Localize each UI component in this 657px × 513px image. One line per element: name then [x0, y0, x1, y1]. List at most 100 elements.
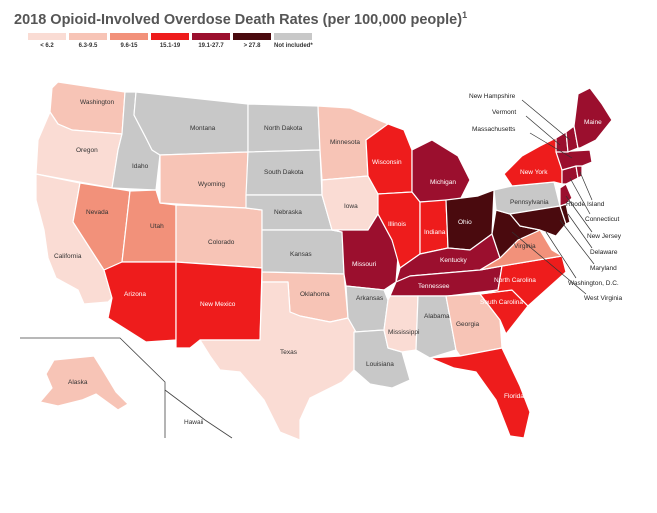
legend-item: > 27.8: [233, 33, 271, 49]
callout-leader-west-virginia: [511, 231, 587, 295]
callout-label-new-hampshire: New Hampshire: [469, 93, 516, 100]
legend-swatch: [110, 33, 148, 40]
page-title: 2018 Opioid-Involved Overdose Death Rate…: [14, 10, 468, 28]
state-label-new-york: New York: [520, 169, 548, 176]
state-label-north-carolina: North Carolina: [494, 277, 536, 284]
legend-item: 9.6-15: [110, 33, 148, 49]
legend-label: 19.1-27.7: [198, 43, 224, 49]
state-label-florida: Florida: [504, 393, 524, 400]
state-label-alaska: Alaska: [68, 379, 88, 386]
alaska-inset-border: [20, 337, 166, 438]
state-label-wisconsin: Wisconsin: [372, 159, 402, 166]
callout-label-connecticut: Connecticut: [585, 216, 620, 223]
state-label-indiana: Indiana: [424, 229, 446, 236]
state-label-ohio: Ohio: [458, 219, 472, 226]
state-indiana: [419, 199, 449, 255]
state-label-nebraska: Nebraska: [274, 209, 302, 216]
callout-label-maryland: Maryland: [590, 265, 617, 272]
state-wyoming: [159, 151, 249, 209]
state-label-missouri: Missouri: [352, 261, 376, 268]
state-alaska: [39, 355, 129, 411]
state-colorado: [175, 204, 263, 269]
state-label-colorado: Colorado: [208, 239, 235, 246]
state-label-tennessee: Tennessee: [418, 283, 450, 290]
legend-swatch: [28, 33, 66, 40]
callout-leader-rhode-island: [579, 171, 593, 201]
callout-leader-vermont: [525, 115, 561, 146]
state-florida: [429, 347, 531, 439]
legend-label: 6.3-9.5: [78, 43, 98, 49]
legend-label: 9.6-15: [120, 43, 138, 49]
state-label-washington: Washington: [80, 99, 114, 106]
state-label-kentucky: Kentucky: [440, 257, 467, 264]
legend-item: Not included*: [274, 33, 313, 49]
legend-item: 19.1-27.7: [192, 33, 230, 49]
state-label-nevada: Nevada: [86, 209, 109, 216]
state-label-montana: Montana: [190, 125, 216, 132]
legend-swatch: [69, 33, 107, 40]
state-label-illinois: Illinois: [388, 221, 407, 228]
state-texas: [199, 281, 356, 441]
callout-leader-maryland: [559, 219, 595, 265]
state-label-alabama: Alabama: [424, 313, 450, 320]
state-label-wyoming: Wyoming: [198, 181, 225, 188]
state-label-utah: Utah: [150, 223, 164, 230]
state-label-hawaii: Hawaii: [184, 419, 204, 426]
state-label-arkansas: Arkansas: [356, 295, 384, 302]
state-michigan: [411, 139, 471, 203]
state-label-louisiana: Louisiana: [366, 361, 394, 368]
callout-label-vermont: Vermont: [492, 109, 516, 116]
callout-label-delaware: Delaware: [590, 249, 618, 256]
state-mississippi: [383, 295, 419, 353]
state-label-north-dakota: North Dakota: [264, 125, 303, 132]
legend-swatch: [192, 33, 230, 40]
state-label-arizona: Arizona: [124, 291, 146, 298]
state-label-kansas: Kansas: [290, 251, 312, 258]
state-new-york: [503, 137, 563, 187]
state-label-south-dakota: South Dakota: [264, 169, 304, 176]
state-massachusetts: [555, 149, 593, 171]
state-label-virginia: Virginia: [514, 243, 536, 250]
state-label-texas: Texas: [280, 349, 298, 356]
hawaii-inset-border: [164, 389, 233, 439]
state-label-oklahoma: Oklahoma: [300, 291, 330, 298]
callout-leader-connecticut: [569, 177, 591, 215]
callout-label-rhode-island: Rhode Island: [566, 201, 605, 208]
callout-leader-new-jersey: [565, 195, 593, 233]
legend-label: < 6.2: [40, 43, 54, 49]
state-label-oregon: Oregon: [76, 147, 98, 154]
state-label-pennsylvania: Pennsylvania: [510, 199, 549, 206]
callout-label-washington-d-c: Washington, D.C.: [568, 280, 619, 287]
state-alabama: [415, 295, 457, 359]
state-montana: [133, 91, 249, 156]
callout-label-massachusetts: Massachusetts: [472, 126, 516, 133]
state-label-california: California: [54, 253, 82, 260]
legend-item: 6.3-9.5: [69, 33, 107, 49]
state-label-minnesota: Minnesota: [330, 139, 360, 146]
callout-label-west-virginia: West Virginia: [584, 295, 622, 302]
callout-label-new-jersey: New Jersey: [587, 233, 622, 240]
state-arkansas: [345, 285, 389, 333]
legend-label: Not included*: [274, 43, 313, 49]
state-label-iowa: Iowa: [344, 203, 358, 210]
state-label-south-carolina: South Carolina: [480, 299, 523, 306]
legend-swatch: [233, 33, 271, 40]
state-arizona: [103, 261, 177, 343]
state-label-michigan: Michigan: [430, 179, 456, 186]
callout-leader-delaware: [567, 213, 593, 249]
state-label-mississippi: Mississippi: [388, 329, 419, 336]
state-label-georgia: Georgia: [456, 321, 480, 328]
callout-leader-new-hampshire: [521, 99, 571, 141]
state-label-maine: Maine: [584, 119, 602, 126]
callout-leader-washington-d-c: [545, 231, 577, 279]
legend-label: 15.1-19: [159, 43, 181, 49]
state-hawaii: [189, 403, 215, 427]
state-label-new-mexico: New Mexico: [200, 301, 236, 308]
callout-leader-massachusetts: [529, 132, 573, 159]
state-maine: [573, 87, 613, 149]
legend-label: > 27.8: [243, 43, 261, 49]
legend-item: 15.1-19: [151, 33, 189, 49]
legend-swatch: [274, 33, 312, 40]
legend-item: < 6.2: [28, 33, 66, 49]
